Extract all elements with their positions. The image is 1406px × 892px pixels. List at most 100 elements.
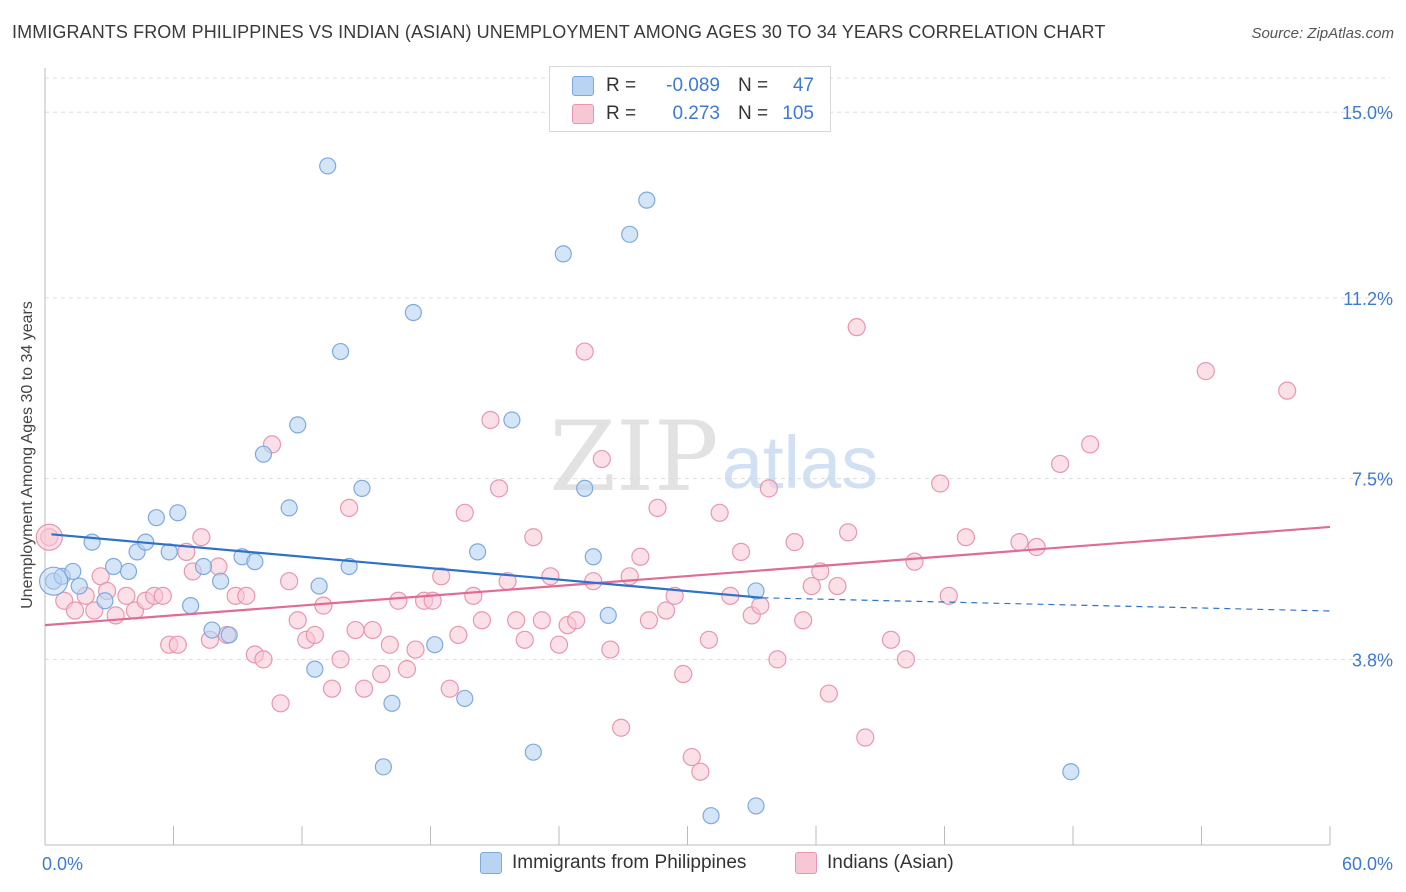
data-point-philippines <box>747 582 765 600</box>
data-point-indians <box>612 718 631 737</box>
data-point-indians <box>288 611 307 630</box>
data-point-philippines <box>404 303 422 322</box>
correlation-legend: R = -0.089 N = 47 R = 0.273 N = 105 <box>549 66 831 132</box>
data-point-indians <box>648 498 667 518</box>
tick-labels: 3.8% 7.5% 11.2% 15.0% 0.0% 60.0% <box>42 103 1393 874</box>
legend-r-label: R = <box>606 103 637 124</box>
data-point-philippines <box>310 577 328 595</box>
data-point-indians <box>237 586 256 605</box>
bottom-legend-swatch-blue <box>480 852 502 874</box>
source-label: Source: ZipAtlas.com <box>1251 25 1394 42</box>
legend-r-value: -0.089 <box>666 75 720 96</box>
data-point-indians <box>956 528 976 547</box>
data-point-indians <box>346 620 365 640</box>
data-point-indians <box>372 664 391 684</box>
series-philippines-points <box>38 157 1080 825</box>
y-tick-label: 11.2% <box>1343 289 1393 309</box>
data-point-indians <box>65 601 85 620</box>
data-point-philippines <box>340 557 358 576</box>
legend-n-value: 47 <box>792 75 814 96</box>
bottom-legend-label: Indians (Asian) <box>827 852 954 873</box>
data-point-indians <box>896 650 916 669</box>
data-point-philippines <box>194 557 213 576</box>
x-tick-label: 0.0% <box>42 854 83 874</box>
data-point-philippines <box>319 157 337 175</box>
data-point-indians <box>515 630 534 649</box>
trend-line-philippines <box>51 533 763 599</box>
data-point-indians <box>209 557 228 576</box>
series-indians-points <box>35 318 1297 781</box>
data-point-philippines <box>1062 763 1080 781</box>
watermark: ZIP atlas <box>549 401 878 513</box>
data-point-indians <box>819 684 838 703</box>
data-point-indians <box>254 650 273 669</box>
legend-n-label: N = <box>738 75 769 96</box>
data-point-philippines <box>747 797 765 815</box>
data-point-indians <box>322 679 342 698</box>
data-point-indians <box>464 586 483 605</box>
data-point-indians <box>35 523 63 551</box>
data-point-indians <box>481 410 500 430</box>
data-point-indians <box>449 625 468 645</box>
data-point-philippines <box>353 479 371 497</box>
legend-n-value: 105 <box>782 103 814 124</box>
data-point-indians <box>541 567 560 586</box>
data-point-philippines <box>456 689 474 708</box>
data-point-indians <box>931 474 950 493</box>
data-point-indians <box>731 542 751 561</box>
data-point-philippines <box>554 245 572 263</box>
data-point-indians <box>620 567 639 586</box>
watermark-zip: ZIP <box>549 401 718 513</box>
y-tick-label: 3.8% <box>1352 650 1393 670</box>
data-point-philippines <box>638 191 656 209</box>
trend-lines <box>44 525 1331 627</box>
legend-row-indians: R = 0.273 N = 105 <box>572 101 814 127</box>
data-point-indians <box>549 635 569 654</box>
data-point-indians <box>532 611 551 630</box>
trend-line-philippines-extension <box>762 597 1331 612</box>
data-point-philippines <box>64 562 82 581</box>
data-point-indians <box>280 572 299 591</box>
data-point-indians <box>785 533 804 552</box>
data-point-indians <box>710 503 729 522</box>
data-point-philippines <box>306 660 324 678</box>
data-point-philippines <box>169 504 187 522</box>
data-point-philippines <box>104 557 123 576</box>
legend-swatch-pink <box>572 104 594 124</box>
data-point-philippines <box>220 626 238 644</box>
data-point-indians <box>406 640 425 659</box>
y-axis-label: Unemployment Among Ages 30 to 34 years <box>19 301 36 609</box>
data-point-indians <box>601 640 620 659</box>
y-tick-label: 15.0% <box>1342 103 1393 123</box>
data-point-philippines <box>289 416 307 434</box>
data-point-indians <box>340 498 359 518</box>
data-point-indians <box>699 630 719 649</box>
data-point-philippines <box>96 592 114 610</box>
legend-r-label: R = <box>606 75 637 96</box>
data-point-indians <box>1051 454 1070 474</box>
data-point-philippines <box>254 445 273 463</box>
data-point-philippines <box>147 509 165 527</box>
data-point-indians <box>1278 381 1297 400</box>
data-point-indians <box>665 586 684 605</box>
bottom-legend-label: Immigrants from Philippines <box>512 852 747 873</box>
data-point-philippines <box>331 342 350 361</box>
data-point-indians <box>751 596 770 615</box>
data-point-philippines <box>469 543 487 561</box>
data-point-indians <box>592 449 611 469</box>
data-point-indians <box>192 528 211 547</box>
bottom-legend-indians: Indians (Asian) <box>795 852 954 874</box>
bottom-legend-philippines: Immigrants from Philippines <box>480 852 746 874</box>
data-point-indians <box>839 523 858 542</box>
data-point-indians <box>1027 537 1046 557</box>
data-point-indians <box>440 679 459 698</box>
data-point-indians <box>314 596 333 615</box>
data-point-indians <box>631 547 650 566</box>
data-point-indians <box>472 611 491 630</box>
data-point-philippines <box>182 597 200 615</box>
data-point-indians <box>575 342 594 361</box>
data-point-philippines <box>280 499 298 517</box>
data-point-philippines <box>70 577 88 595</box>
legend-swatch-blue <box>572 76 594 96</box>
